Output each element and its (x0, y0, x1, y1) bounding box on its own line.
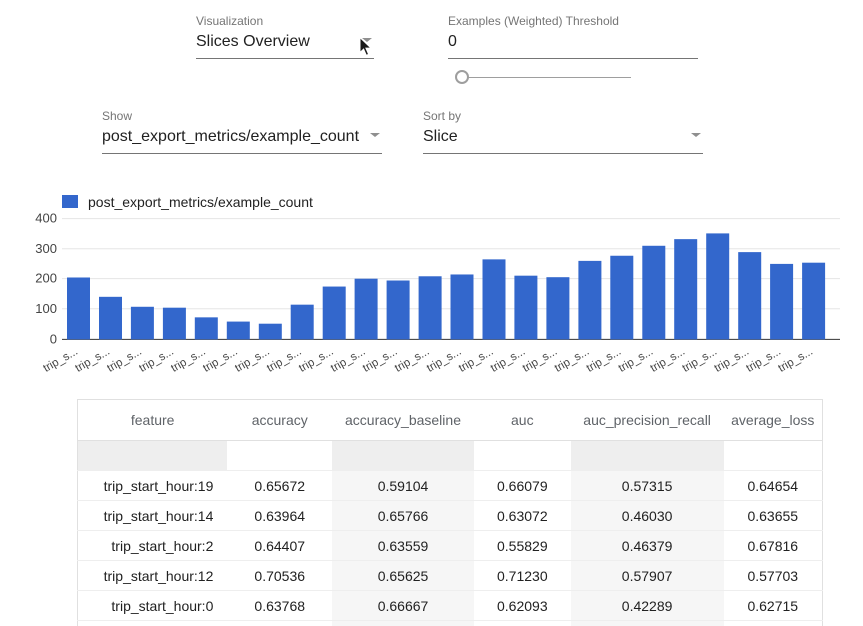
svg-text:300: 300 (35, 241, 57, 256)
svg-text:trip_s...: trip_s... (41, 346, 80, 375)
svg-text:trip_s...: trip_s... (201, 346, 240, 375)
svg-text:trip_s...: trip_s... (233, 346, 272, 375)
svg-text:trip_s...: trip_s... (105, 346, 144, 375)
svg-text:trip_s...: trip_s... (329, 346, 368, 375)
svg-text:trip_s...: trip_s... (649, 346, 688, 375)
svg-text:trip_s...: trip_s... (361, 346, 400, 375)
svg-text:trip_s...: trip_s... (73, 346, 112, 375)
svg-text:trip_s...: trip_s... (521, 346, 560, 375)
svg-text:trip_s...: trip_s... (744, 346, 783, 375)
svg-text:200: 200 (35, 271, 57, 286)
svg-text:trip_s...: trip_s... (137, 346, 176, 375)
svg-text:400: 400 (35, 211, 57, 226)
svg-text:trip_s...: trip_s... (169, 346, 208, 375)
svg-text:trip_s...: trip_s... (265, 346, 304, 375)
svg-text:trip_s...: trip_s... (297, 346, 336, 375)
svg-text:trip_s...: trip_s... (585, 346, 624, 375)
svg-text:trip_s...: trip_s... (617, 346, 656, 375)
svg-text:trip_s...: trip_s... (713, 346, 752, 375)
svg-text:trip_s...: trip_s... (425, 346, 464, 375)
svg-text:trip_s...: trip_s... (457, 346, 496, 375)
svg-text:trip_s...: trip_s... (393, 346, 432, 375)
svg-text:trip_s...: trip_s... (776, 346, 815, 375)
svg-text:0: 0 (50, 331, 57, 346)
svg-text:100: 100 (35, 301, 57, 316)
svg-text:trip_s...: trip_s... (681, 346, 720, 375)
svg-text:trip_s...: trip_s... (489, 346, 528, 375)
svg-text:trip_s...: trip_s... (553, 346, 592, 375)
